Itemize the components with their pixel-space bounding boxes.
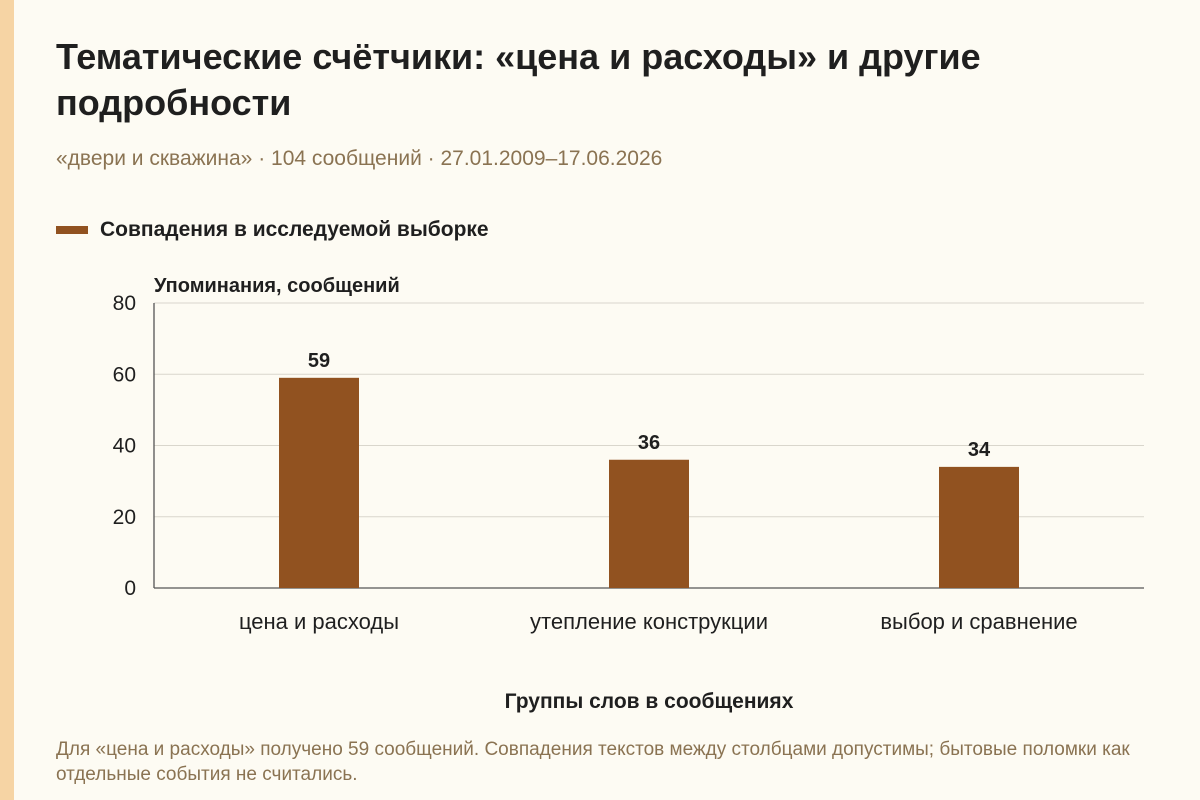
legend: Совпадения в исследуемой выборке xyxy=(56,218,489,242)
y-axis-label: Упоминания, сообщений xyxy=(154,275,400,297)
y-tick-label: 80 xyxy=(113,292,136,315)
chart-subtitle: «двери и скважина» · 104 сообщений · 27.… xyxy=(56,147,663,170)
bar xyxy=(279,377,359,588)
legend-label: Совпадения в исследуемой выборке xyxy=(100,218,489,241)
x-tick-labels: цена и расходы утепление конструкции выбор… xyxy=(239,609,1078,634)
bars xyxy=(279,377,1019,588)
bar-value-label: 59 xyxy=(308,350,330,372)
y-tick-label: 40 xyxy=(113,435,136,458)
chart-caption: Для «цена и расходы» получено 59 сообщен… xyxy=(56,739,1130,785)
legend-swatch xyxy=(56,226,88,234)
x-tick-label: цена и расходы xyxy=(239,609,399,634)
accent-strip xyxy=(0,0,14,800)
bar-chart: 0 20 40 60 80 59 36 34 цена и расходы утепление… xyxy=(113,275,1144,713)
bar xyxy=(609,459,689,588)
bar-value-label: 34 xyxy=(968,439,991,461)
bar-value-label: 36 xyxy=(638,432,660,454)
chart-title: Тематические счётчики: «цена и расходы» … xyxy=(56,36,981,123)
data-labels: 59 36 34 xyxy=(308,350,991,461)
x-tick-label: утепление конструкции xyxy=(530,609,768,634)
y-tick-label: 0 xyxy=(124,577,136,600)
x-tick-label: выбор и сравнение xyxy=(880,609,1077,634)
x-axis-label: Группы слов в сообщениях xyxy=(505,690,794,713)
y-tick-label: 60 xyxy=(113,363,136,386)
y-tick-labels: 0 20 40 60 80 xyxy=(113,292,136,600)
y-tick-label: 20 xyxy=(113,506,136,529)
bar xyxy=(939,466,1019,588)
